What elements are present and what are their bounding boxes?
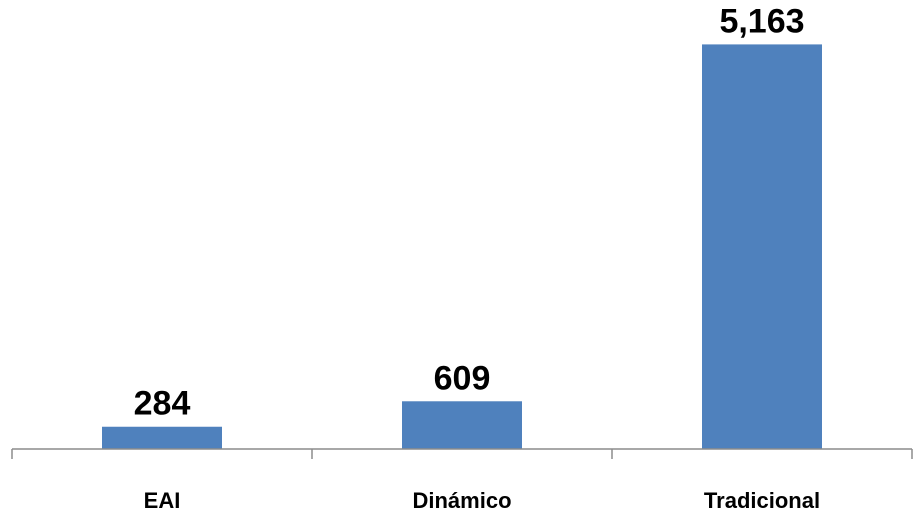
bar-value-label: 5,163	[719, 2, 804, 40]
x-axis-ticks	[11, 449, 913, 459]
x-axis-category-label: EAI	[144, 488, 181, 513]
bar	[702, 44, 822, 450]
bar	[402, 401, 522, 449]
bar-value-label: 609	[434, 359, 491, 397]
x-axis-category-label: Tradicional	[704, 488, 820, 513]
bar	[102, 426, 222, 449]
bar-value-label: 284	[134, 385, 191, 423]
x-axis-category-label: Dinámico	[412, 488, 511, 513]
category-labels-group: EAI Dinámico Tradicional	[144, 488, 820, 513]
data-labels-group: 284 609 5,163	[134, 2, 805, 422]
bars-group	[102, 44, 822, 450]
